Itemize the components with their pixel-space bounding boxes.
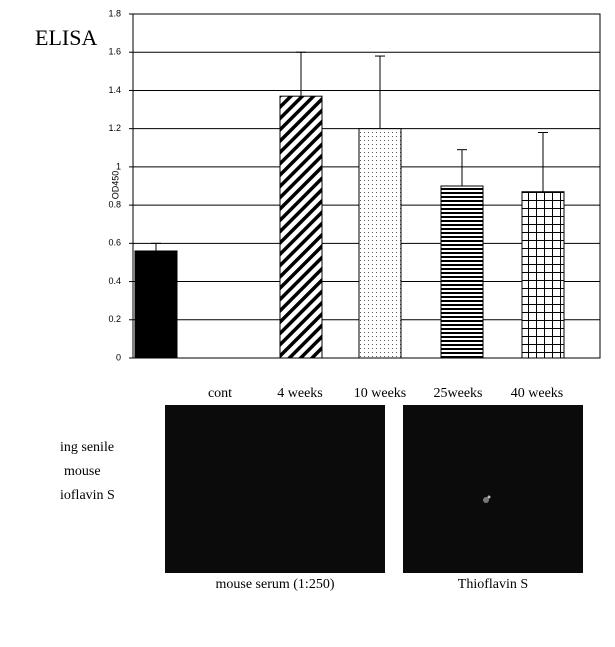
chart-title: ELISA (35, 25, 97, 50)
x-tick-label: 4 weeks (277, 386, 323, 401)
bar (135, 251, 177, 358)
y-tick-label: 1.8 (108, 8, 121, 18)
y-tick-label: 1.2 (108, 123, 121, 133)
micrograph (165, 405, 385, 573)
page: ELISA OD450 mouse serum (1:250) Thioflav… (0, 0, 615, 647)
y-tick-label: 0.4 (108, 276, 121, 286)
bar (441, 186, 483, 358)
figure: ELISA OD450 mouse serum (1:250) Thioflav… (0, 0, 615, 642)
plaque-spot (488, 496, 491, 499)
side-text: ing senile (60, 440, 114, 455)
side-text: mouse (64, 464, 101, 479)
y-axis-label: OD450 (110, 171, 120, 200)
x-tick-label: cont (208, 386, 232, 401)
y-tick-label: 1.4 (108, 85, 121, 95)
bar (522, 192, 564, 358)
micrograph (403, 405, 583, 573)
panel-caption: mouse serum (1:250) (216, 577, 335, 592)
y-tick-label: 1 (116, 161, 121, 171)
y-tick-label: 0 (116, 352, 121, 362)
panel-caption: Thioflavin S (458, 577, 528, 592)
x-tick-label: 10 weeks (354, 386, 407, 401)
y-tick-label: 0.8 (108, 199, 121, 209)
bar (280, 96, 322, 358)
x-tick-label: 40 weeks (511, 386, 564, 401)
y-tick-label: 1.6 (108, 47, 121, 57)
y-tick-label: 0.2 (108, 314, 121, 324)
y-tick-label: 0.6 (108, 238, 121, 248)
bar (359, 129, 401, 358)
x-tick-label: 25weeks (434, 386, 483, 401)
side-text: ioflavin S (60, 488, 115, 503)
